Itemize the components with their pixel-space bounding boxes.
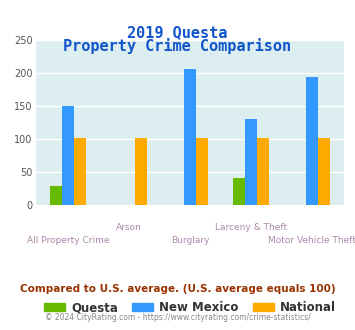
- Text: Property Crime Comparison: Property Crime Comparison: [64, 38, 291, 54]
- Legend: Questa, New Mexico, National: Questa, New Mexico, National: [39, 296, 341, 319]
- Bar: [50, 186, 62, 205]
- Bar: [196, 138, 208, 205]
- Text: © 2024 CityRating.com - https://www.cityrating.com/crime-statistics/: © 2024 CityRating.com - https://www.city…: [45, 313, 310, 322]
- Text: Burglary: Burglary: [171, 236, 209, 245]
- Bar: [318, 138, 330, 205]
- Bar: [135, 138, 147, 205]
- Text: All Property Crime: All Property Crime: [27, 236, 109, 245]
- Bar: [245, 119, 257, 205]
- Text: Arson: Arson: [116, 223, 142, 232]
- Bar: [233, 178, 245, 205]
- Bar: [74, 138, 86, 205]
- Bar: [306, 77, 318, 205]
- Text: Motor Vehicle Theft: Motor Vehicle Theft: [268, 236, 355, 245]
- Bar: [62, 106, 74, 205]
- Text: Compared to U.S. average. (U.S. average equals 100): Compared to U.S. average. (U.S. average …: [20, 284, 335, 294]
- Bar: [184, 69, 196, 205]
- Bar: [257, 138, 269, 205]
- Text: 2019 Questa: 2019 Questa: [127, 25, 228, 40]
- Text: Larceny & Theft: Larceny & Theft: [215, 223, 287, 232]
